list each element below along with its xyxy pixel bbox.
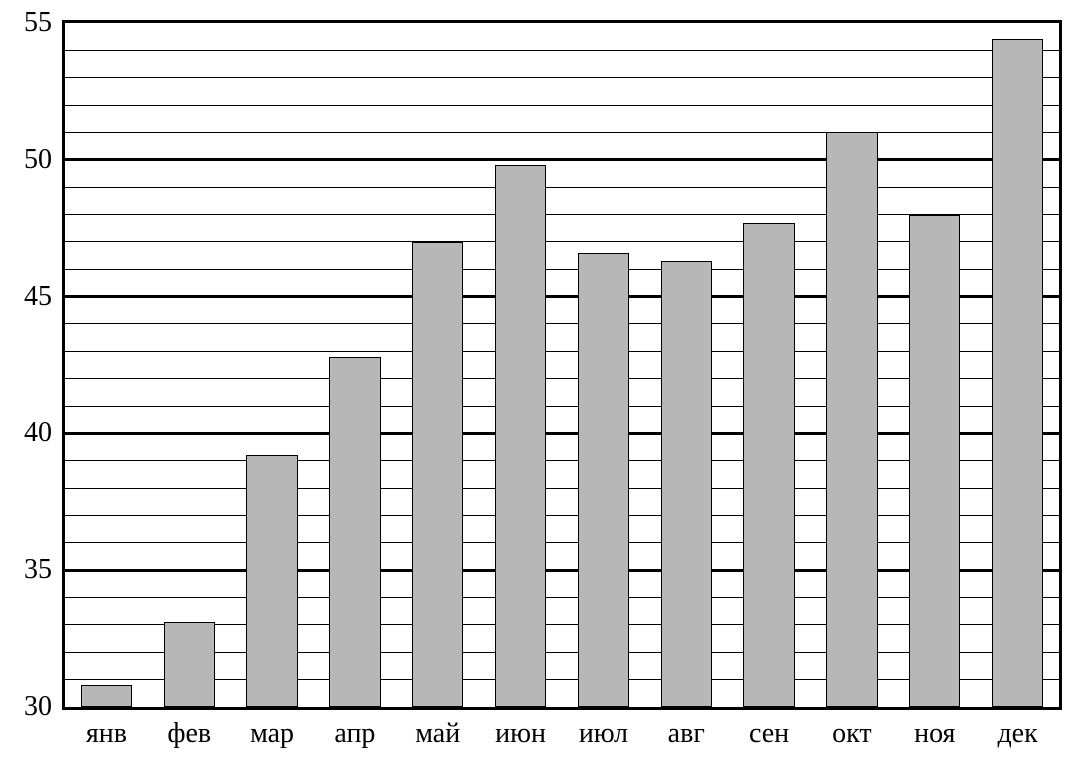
x-tick-label: ноя (914, 718, 955, 750)
y-tick-label: 35 (24, 554, 52, 586)
x-tick-label: авг (668, 718, 705, 750)
y-tick-label: 30 (24, 691, 52, 723)
bar (992, 39, 1043, 707)
bar (661, 261, 712, 707)
x-tick-label: янв (86, 718, 127, 750)
bar (81, 685, 132, 707)
x-tick-label: дек (997, 718, 1037, 750)
y-tick-label: 50 (24, 144, 52, 176)
x-tick-label: окт (832, 718, 871, 750)
y-tick-label: 40 (24, 417, 52, 449)
bar (246, 455, 297, 707)
y-tick-label: 55 (24, 7, 52, 39)
x-tick-label: апр (334, 718, 375, 750)
bar-chart: 30 35 40 45 50 55 янв фев мар апр май июн июл авг сен о… (0, 0, 1077, 765)
bar (578, 253, 629, 707)
bars-layer (65, 23, 1059, 707)
bar (743, 223, 794, 707)
x-tick-label: май (415, 718, 460, 750)
bar (164, 622, 215, 707)
x-tick-label: июн (495, 718, 546, 750)
bar (329, 357, 380, 707)
x-tick-label: фев (167, 718, 211, 750)
bar (826, 132, 877, 707)
bar (412, 242, 463, 707)
bar (909, 215, 960, 707)
x-tick-label: мар (250, 718, 294, 750)
plot-area (62, 20, 1062, 710)
x-tick-label: июл (579, 718, 628, 750)
y-tick-label: 45 (24, 281, 52, 313)
bar (495, 165, 546, 707)
x-tick-label: сен (749, 718, 789, 750)
